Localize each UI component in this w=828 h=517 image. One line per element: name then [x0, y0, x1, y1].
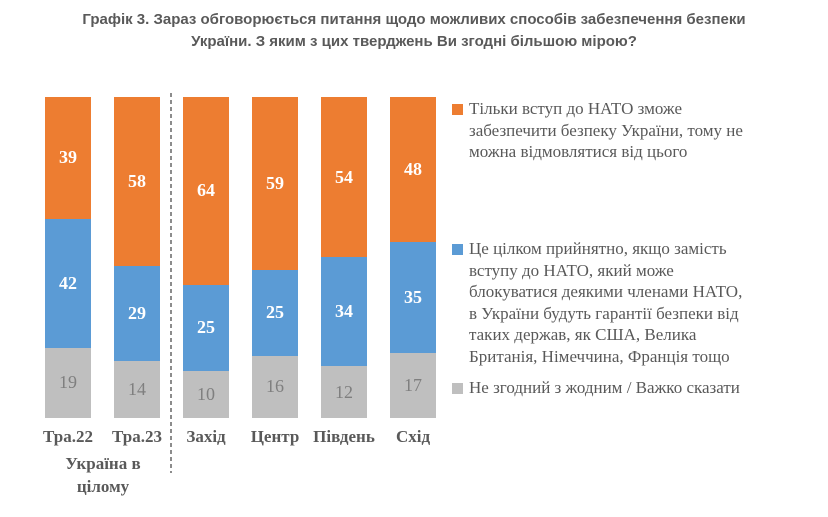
bar-1: 39 42 19 — [45, 97, 91, 418]
bar-value-label: 25 — [197, 317, 215, 338]
category-label: Схід — [395, 427, 431, 446]
bar-segment: 10 — [183, 370, 229, 418]
chart-title: Графік 3. Зараз обговорюється питання що… — [0, 9, 828, 53]
blue-swatch-icon — [452, 244, 463, 255]
bar-value-label: 12 — [335, 381, 353, 402]
bar-segment: 29 — [114, 266, 160, 362]
bar-segment: 59 — [252, 97, 298, 271]
legend-label-line: Не згодний з жодним / Важко сказати — [469, 378, 740, 397]
bar-segment: 54 — [321, 97, 367, 258]
bar-value-label: 35 — [404, 286, 422, 307]
bar-value-label: 19 — [59, 372, 77, 393]
category-axis: Тра.22 Тра.23 Захід Центр Південь Схід — [43, 427, 437, 449]
bar-segment: 17 — [390, 353, 436, 418]
bar-segment: 16 — [252, 355, 298, 418]
bar-value-label: 29 — [128, 303, 146, 324]
bar-segment: 34 — [321, 257, 367, 367]
bar-5: 54 34 12 — [321, 97, 367, 418]
bar-value-label: 10 — [197, 383, 215, 404]
bar-value-label: 42 — [59, 272, 77, 293]
bar-segment: 42 — [45, 218, 91, 348]
bar-value-label: 39 — [59, 147, 77, 168]
legend-item: Не згодний з жодним / Важко сказати — [452, 377, 740, 399]
bar-value-label: 58 — [128, 171, 146, 192]
bar-segment: 14 — [114, 361, 160, 418]
legend-item: Це цілком прийнятно, якщо замість вступу … — [452, 238, 742, 367]
category-label: Захід — [186, 427, 226, 446]
bar-3: 64 25 10 — [183, 97, 229, 418]
bar-segment: 19 — [45, 347, 91, 418]
chart-title-line-2: України. З яким з цих тверджень Ви згодн… — [191, 33, 637, 50]
legend: Тільки вступ до НАТО зможе забезпечити бе… — [452, 0, 824, 517]
bar-4: 59 25 16 — [252, 97, 298, 418]
chart-title-line-1: Графік 3. Зараз обговорюється питання що… — [82, 11, 746, 28]
bar-segment: 39 — [45, 97, 91, 219]
category-label: Тра.23 — [112, 427, 162, 446]
legend-label-line: можна відмовлятися від цього — [469, 142, 688, 161]
bar-value-label: 34 — [335, 301, 353, 322]
bars-region: 39 42 19 58 29 14 64 25 10 59 25 16 54 34 12 48 35 17 — [45, 97, 437, 418]
legend-label-line: Тільки вступ до НАТО зможе — [469, 99, 682, 118]
category-group-label: Україна в цілому — [65, 454, 141, 496]
bar-segment: 58 — [114, 97, 160, 267]
bar-value-label: 64 — [197, 180, 215, 201]
bar-value-label: 54 — [335, 166, 353, 187]
bar-2: 58 29 14 — [114, 97, 160, 418]
orange-swatch-icon — [452, 104, 463, 115]
bar-value-label: 59 — [266, 173, 284, 194]
bar-value-label: 25 — [266, 302, 284, 323]
category-label: Центр — [250, 427, 300, 446]
bar-value-label: 16 — [266, 376, 284, 397]
legend-item: Тільки вступ до НАТО зможе забезпечити бе… — [452, 98, 743, 163]
bar-segment: 25 — [252, 270, 298, 356]
legend-label-line: в України будуть гарантії безпеки від — [469, 303, 739, 323]
bar-segment: 48 — [390, 97, 436, 242]
bar-value-label: 14 — [128, 379, 146, 400]
legend-label: Не згодний з жодним / Важко сказати — [469, 377, 740, 399]
legend-label-line: Британія, Німеччина, Франція тощо — [469, 346, 730, 366]
legend-label-line: Це цілком прийнятно, якщо замість — [469, 239, 727, 258]
bar-value-label: 48 — [404, 158, 422, 179]
group-separator-dashed-line — [170, 93, 172, 473]
bar-segment: 35 — [390, 241, 436, 354]
bar-segment: 12 — [321, 366, 367, 418]
legend-label: Це цілком прийнятно, якщо замість вступу … — [469, 238, 742, 367]
bar-6: 48 35 17 — [390, 97, 436, 418]
legend-label-line: таких держав, як США, Велика — [469, 325, 697, 344]
bar-segment: 25 — [183, 284, 229, 371]
legend-label-line: вступу до НАТО, який може — [469, 260, 674, 280]
gray-swatch-icon — [452, 383, 463, 394]
legend-label-line: забезпечити безпеку України, тому не — [469, 120, 743, 140]
bar-value-label: 17 — [404, 375, 422, 396]
legend-label: Тільки вступ до НАТО зможе забезпечити бе… — [469, 98, 743, 163]
category-label: Південь — [313, 427, 375, 446]
bar-segment: 64 — [183, 97, 229, 285]
category-label: Тра.22 — [43, 427, 93, 446]
legend-label-line: блокуватися деякими членами НАТО, — [469, 282, 743, 301]
